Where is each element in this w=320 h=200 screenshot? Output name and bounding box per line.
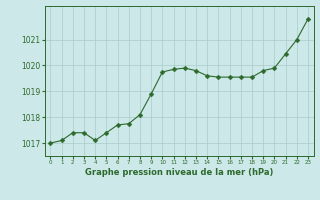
- X-axis label: Graphe pression niveau de la mer (hPa): Graphe pression niveau de la mer (hPa): [85, 168, 273, 177]
